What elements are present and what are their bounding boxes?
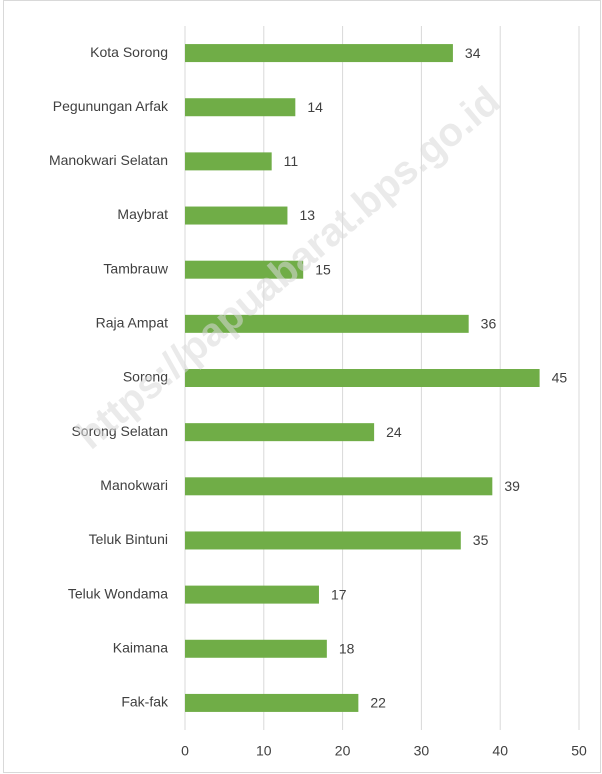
x-tick-label: 50 — [571, 743, 587, 759]
data-label: 17 — [331, 586, 347, 602]
x-tick-label: 30 — [414, 743, 430, 759]
y-tick-label: Tambrauw — [103, 260, 168, 276]
bar — [185, 44, 453, 63]
bar — [185, 639, 327, 658]
bar — [185, 477, 493, 496]
y-tick-label: Manokwari — [100, 477, 168, 493]
data-label: 11 — [284, 153, 299, 169]
bar — [185, 152, 272, 171]
y-tick-label: Sorong Selatan — [71, 423, 168, 439]
bar — [185, 531, 461, 550]
data-label: 45 — [552, 370, 568, 386]
bar — [185, 693, 359, 712]
y-tick-label: Raja Ampat — [96, 315, 168, 331]
data-label: 15 — [315, 261, 331, 277]
y-tick-label: Pegunungan Arfak — [53, 98, 169, 114]
data-label: 18 — [339, 640, 355, 656]
bar — [185, 369, 540, 387]
y-tick-label: Manokwari Selatan — [49, 152, 168, 168]
y-tick-label: Teluk Wondama — [68, 585, 168, 601]
y-tick-label: Kota Sorong — [90, 44, 168, 60]
x-tick-label: 40 — [492, 743, 508, 759]
y-tick-label: Kaimana — [113, 639, 168, 655]
y-tick-label: Fak-fak — [121, 694, 169, 710]
data-label: 22 — [370, 695, 386, 711]
bar — [185, 98, 296, 117]
data-label: 24 — [386, 424, 402, 440]
data-label: 36 — [481, 316, 497, 332]
x-tick-label: 10 — [256, 743, 272, 759]
y-tick-label: Teluk Bintuni — [89, 531, 168, 547]
data-label: 35 — [473, 532, 489, 548]
x-tick-label: 20 — [335, 743, 351, 759]
x-tick-label: 0 — [181, 743, 189, 759]
bar — [185, 314, 469, 333]
bar — [185, 423, 375, 442]
data-label: 39 — [504, 478, 520, 494]
data-label: 14 — [307, 99, 323, 115]
y-tick-label: Maybrat — [117, 206, 168, 222]
y-tick-label: Sorong — [123, 369, 168, 385]
data-label: 34 — [465, 45, 481, 61]
bar — [185, 206, 288, 225]
bar — [185, 260, 304, 279]
data-label: 13 — [299, 207, 315, 223]
bar — [185, 585, 319, 604]
